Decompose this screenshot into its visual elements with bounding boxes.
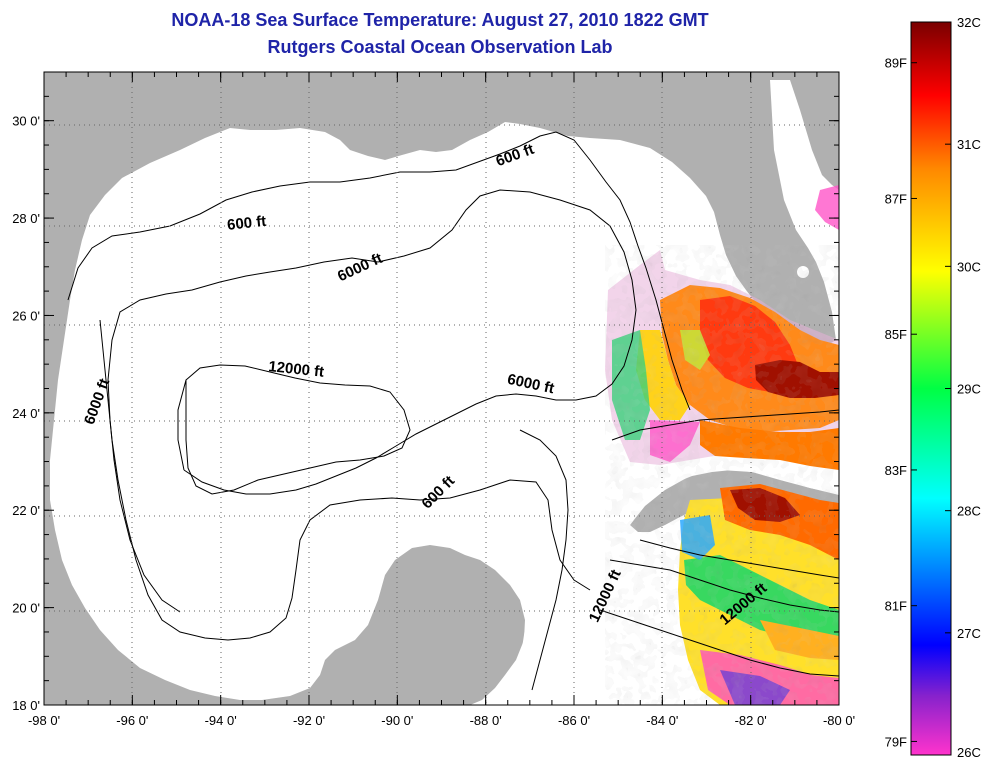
lat-tick-label: 20 0' [12, 601, 40, 616]
colorbar-celsius-label: 27C [957, 626, 981, 641]
contour-6000ft [107, 189, 637, 613]
contour-label: 12000 ft [268, 358, 325, 381]
lat-tick-label: 28 0' [12, 211, 40, 226]
map-axes: -98 0' -96 0' -94 0' -92 0' -90 0' -88 0' -86 … [12, 71, 855, 728]
colorbar-celsius-label: 29C [957, 382, 981, 397]
map-title: NOAA-18 Sea Surface Temperature: August … [171, 10, 709, 30]
colorbar-celsius-label: 26C [957, 745, 981, 760]
lon-tick-label: -92 0' [293, 713, 325, 728]
colorbar-celsius-label: 31C [957, 137, 981, 152]
sst-swath [605, 185, 839, 705]
lon-tick-label: -84 0' [646, 713, 678, 728]
colorbar-celsius-label: 32C [957, 15, 981, 30]
lat-tick-label: 18 0' [12, 698, 40, 713]
lat-tick-label: 24 0' [12, 406, 40, 421]
contour-600ft [67, 131, 691, 641]
map-subtitle: Rutgers Coastal Ocean Observation Lab [267, 37, 613, 57]
lon-tick-label: -80 0' [823, 713, 855, 728]
lon-tick-label: -94 0' [205, 713, 237, 728]
colorbar-fahrenheit-label: 85F [885, 327, 907, 342]
lat-tick-label: 22 0' [12, 503, 40, 518]
colorbar-celsius-label: 30C [957, 259, 981, 274]
contour-12000ft [185, 364, 411, 495]
lon-tick-label: -82 0' [735, 713, 767, 728]
colorbar-fahrenheit-label: 81F [885, 599, 907, 614]
lon-tick-label: -88 0' [470, 713, 502, 728]
colorbar-gradient [910, 21, 952, 756]
lon-tick-label: -96 0' [116, 713, 148, 728]
lon-tick-label: -98 0' [28, 713, 60, 728]
lon-tick-label: -90 0' [381, 713, 413, 728]
bathymetry-contours [67, 131, 839, 691]
lon-tick-label: -86 0' [558, 713, 590, 728]
colorbar-fahrenheit-label: 89F [885, 56, 907, 71]
lat-tick-label: 30 0' [12, 114, 40, 129]
colorbar-fahrenheit-label: 79F [885, 734, 907, 749]
colorbar-celsius-label: 28C [957, 504, 981, 519]
colorbar-fahrenheit-label: 87F [885, 191, 907, 206]
land-north-america [44, 72, 839, 705]
graticule [44, 72, 839, 705]
lat-tick-label: 26 0' [12, 308, 40, 323]
contour-label: 600 ft [226, 213, 267, 234]
colorbar-fahrenheit-label: 83F [885, 463, 907, 478]
colorbar: 32C 31C 30C 29C 28C 27C 26C 89F 87F 85F 83F 81F 79F [885, 15, 981, 760]
